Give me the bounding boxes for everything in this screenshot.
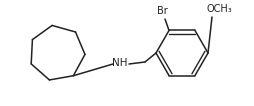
Text: Br: Br bbox=[156, 6, 167, 16]
Text: OCH₃: OCH₃ bbox=[206, 4, 232, 14]
Text: NH: NH bbox=[112, 58, 127, 68]
